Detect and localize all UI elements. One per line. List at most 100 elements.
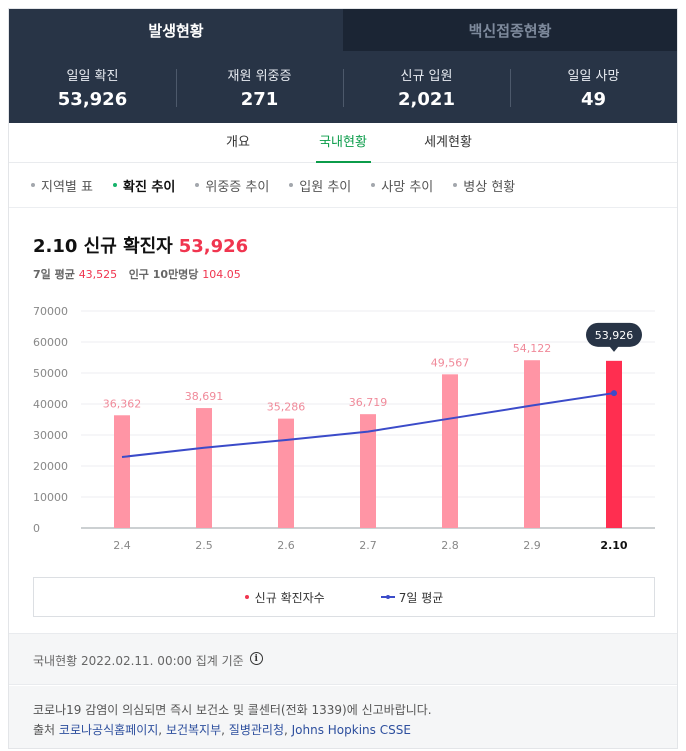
tab-outbreak-status[interactable]: 발생현황: [9, 9, 343, 51]
bullet-icon: [195, 183, 200, 187]
filter-critical-trend[interactable]: 위중증 추이: [195, 176, 269, 195]
stat-daily-confirmed: 일일 확진 53,926: [9, 65, 176, 110]
bar: [196, 408, 212, 528]
source-link-kdca[interactable]: 질병관리청: [228, 723, 284, 737]
data-label: 36,719: [349, 396, 388, 409]
data-label: 35,286: [267, 401, 306, 414]
filter-label: 확진 추이: [122, 179, 176, 195]
y-tick-label: 60000: [33, 336, 68, 349]
stat-new-admissions: 신규 입원 2,021: [343, 65, 510, 110]
data-label: 38,691: [185, 390, 224, 403]
confirmed-trend-chart: 0 10000 20000 30000 40000 50000 60000 70000 36,3…: [33, 305, 655, 552]
stat-critical: 재원 위중증 271: [176, 65, 343, 110]
basis-text: 국내현황 2022.02.11. 00:00 집계 기준: [33, 654, 244, 668]
x-tick-label: 2.9: [523, 539, 541, 552]
x-tick-label: 2.5: [195, 539, 213, 552]
stat-value: 2,021: [398, 88, 455, 110]
y-tick-label: 70000: [33, 305, 68, 318]
chart-headline: 2.10 신규 확진자 53,926: [33, 232, 677, 258]
filter-label: 위중증 추이: [205, 179, 270, 195]
bullet-icon: [112, 183, 117, 187]
covid-status-card: 발생현황 백신접종현황 일일 확진 53,926 재원 위중증 271 신규 입…: [8, 8, 678, 749]
legend-item-seven-day-avg[interactable]: 7일 평균: [380, 589, 444, 606]
filter-confirmed-trend[interactable]: 확진 추이: [112, 176, 176, 195]
filter-bed-status[interactable]: 병상 현황: [453, 176, 515, 195]
bar: [360, 414, 376, 528]
stat-label: 재원 위중증: [227, 68, 292, 84]
legend-label: 7일 평균: [398, 590, 444, 605]
per-capita-label: 인구 10만명당: [128, 268, 199, 281]
data-label: 36,362: [103, 397, 142, 410]
chart-header: 2.10 신규 확진자 53,926 7일 평균 43,525 인구 10만명당 …: [9, 208, 677, 282]
bullet-icon: [31, 183, 35, 187]
bar: [606, 360, 622, 528]
legend-dot-icon: [244, 595, 249, 599]
data-label: 49,567: [431, 356, 470, 369]
headline-title: 2.10 신규 확진자: [33, 236, 173, 257]
legend-item-confirmed[interactable]: 신규 확진자수: [244, 589, 325, 606]
main-tabs: 발생현황 백신접종현황: [9, 9, 677, 51]
tooltip-value: 53,926: [595, 329, 634, 342]
legend-label: 신규 확진자수: [254, 590, 325, 605]
bar: [114, 415, 130, 528]
filter-label: 사망 추이: [381, 179, 434, 195]
data-label: 54,122: [513, 342, 552, 355]
x-tick-label: 2.4: [113, 539, 131, 552]
tooltip-pointer: [609, 345, 619, 352]
bar: [278, 418, 294, 528]
bar: [442, 374, 458, 528]
bullet-icon: [371, 183, 376, 187]
source-prefix: 출처: [33, 723, 56, 737]
legend-line-icon: [380, 595, 395, 599]
x-tick-label: 2.10: [600, 539, 627, 552]
notice-text: 코로나19 감염이 의심되면 즉시 보건소 및 콜센터(전화 1339)에 신고…: [33, 703, 432, 717]
stat-label: 일일 사망: [567, 68, 620, 84]
sub-tabs: 개요 국내현황 세계현황: [9, 123, 677, 163]
stat-label: 일일 확진: [66, 68, 119, 84]
tab-overview[interactable]: 개요: [226, 135, 250, 150]
avg-label: 7일 평균: [33, 268, 75, 281]
avg-line: [121, 392, 615, 459]
source-line: 출처 코로나공식홈페이지, 보건복지부, 질병관리청, Johns Hopkin…: [33, 723, 411, 737]
stat-value: 53,926: [57, 88, 128, 110]
y-tick-label: 50000: [33, 367, 68, 380]
filter-label: 병상 현황: [463, 179, 516, 195]
filter-death-trend[interactable]: 사망 추이: [371, 176, 433, 195]
bullet-icon: [453, 183, 458, 187]
tab-vaccination-status[interactable]: 백신접종현황: [343, 9, 677, 51]
tab-domestic[interactable]: 국내현황: [291, 123, 396, 163]
x-tick-label: 2.8: [441, 539, 459, 552]
filter-admission-trend[interactable]: 입원 추이: [289, 176, 351, 195]
tab-world[interactable]: 세계현황: [424, 135, 472, 150]
headline-value: 53,926: [178, 236, 249, 257]
x-tick-label: 2.6: [277, 539, 295, 552]
y-tick-label: 10000: [33, 491, 68, 504]
info-icon[interactable]: i: [249, 652, 263, 665]
summary-stats: 일일 확진 53,926 재원 위중증 271 신규 입원 2,021 일일 사…: [9, 51, 677, 123]
chart-subline: 7일 평균 43,525 인구 10만명당 104.05: [33, 266, 677, 282]
chart-legend: 신규 확진자수 7일 평균: [33, 577, 655, 617]
x-tick-label: 2.7: [359, 539, 377, 552]
source-link-kdca-home[interactable]: 코로나공식홈페이지: [58, 723, 159, 737]
y-tick-label: 30000: [33, 429, 68, 442]
filter-bar: 지역별 표 확진 추이 위중증 추이 입원 추이 사망 추이 병상 현황: [9, 163, 677, 208]
stat-label: 신규 입원: [400, 68, 453, 84]
stat-daily-deaths: 일일 사망 49: [510, 65, 677, 110]
avg-value: 43,525: [78, 268, 118, 281]
per-capita-value: 104.05: [202, 268, 241, 281]
filter-label: 입원 추이: [299, 179, 352, 195]
bar: [524, 360, 540, 528]
tooltip-bubble: [586, 322, 642, 347]
filter-regional-table[interactable]: 지역별 표: [31, 176, 93, 195]
y-tick-label: 0: [33, 522, 40, 535]
stat-value: 49: [580, 88, 607, 110]
avg-point: [611, 390, 617, 397]
source-link-mohw[interactable]: 보건복지부: [165, 723, 222, 737]
stat-value: 271: [240, 88, 279, 110]
source-link-jhu[interactable]: Johns Hopkins CSSE: [291, 723, 411, 737]
y-tick-label: 40000: [33, 398, 68, 411]
bullet-icon: [289, 183, 294, 187]
notice-area: 코로나19 감염이 의심되면 즉시 보건소 및 콜센터(전화 1339)에 신고…: [9, 686, 677, 748]
y-tick-label: 20000: [33, 460, 68, 473]
data-basis: 국내현황 2022.02.11. 00:00 집계 기준 i: [9, 633, 677, 685]
